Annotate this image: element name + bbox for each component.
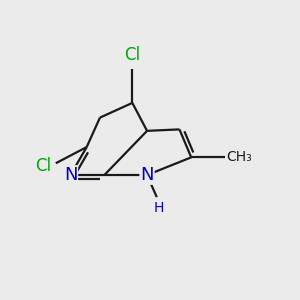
Text: CH₃: CH₃ [226, 150, 252, 164]
Text: N: N [140, 166, 154, 184]
Text: Cl: Cl [35, 157, 51, 175]
Text: H: H [154, 201, 164, 214]
Text: Cl: Cl [124, 46, 140, 64]
Text: N: N [64, 166, 77, 184]
